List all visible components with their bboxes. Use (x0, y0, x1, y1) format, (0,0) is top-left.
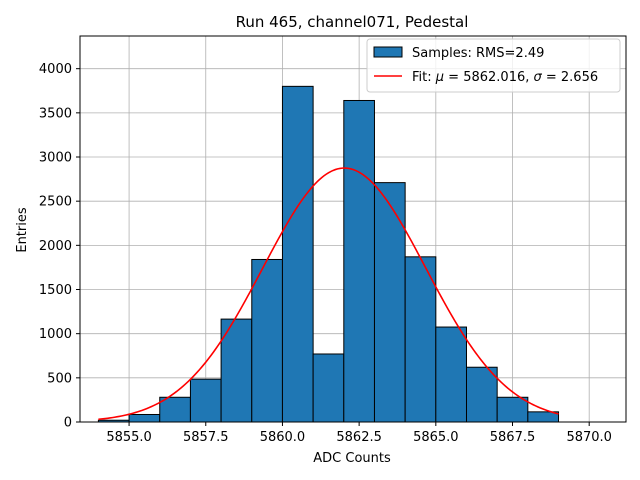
x-tick-label: 5870.0 (566, 430, 612, 445)
histogram-bar (159, 396, 191, 423)
histogram-bars (97, 85, 560, 423)
histogram-bar (312, 353, 345, 423)
x-tick-label: 5855.0 (106, 430, 152, 445)
legend-label-samples: Samples: RMS=2.49 (412, 46, 544, 61)
x-axis-label: ADC Counts (313, 451, 391, 466)
histogram-bar (128, 413, 161, 423)
histogram-bar (343, 99, 375, 423)
mu-symbol: μ (435, 70, 444, 85)
y-tick-label: 3500 (39, 106, 72, 121)
y-axis-ticks: 0 500 1000 1500 2000 2500 3000 3500 4000 (39, 62, 80, 431)
y-tick-label: 1000 (39, 327, 72, 342)
legend-frame (366, 38, 621, 93)
y-tick-label: 2000 (39, 239, 72, 254)
sigma-symbol: σ (534, 70, 543, 85)
y-tick-label: 3000 (39, 151, 72, 166)
histogram-bar (251, 258, 283, 423)
histogram-bar (281, 85, 314, 423)
mu-value: = 5862.016, (444, 70, 533, 85)
x-tick-label: 5867.5 (490, 430, 536, 445)
y-tick-label: 0 (64, 416, 72, 431)
histogram-bar (220, 318, 253, 423)
histogram-bar (465, 366, 498, 423)
x-tick-label: 5865.0 (413, 430, 459, 445)
x-tick-label: 5857.5 (183, 430, 229, 445)
histogram-bar (189, 378, 222, 423)
legend-swatch-samples (373, 46, 403, 58)
fit-prefix: Fit: (412, 70, 436, 85)
y-tick-label: 500 (47, 371, 72, 386)
y-tick-label: 4000 (39, 62, 72, 77)
y-axis-label: Entries (15, 207, 30, 253)
sigma-value: = 2.656 (542, 70, 598, 85)
legend: Samples: RMS=2.49 Fit: μ = 5862.016, σ =… (366, 38, 621, 93)
legend-label-fit: Fit: μ = 5862.016, σ = 2.656 (412, 70, 598, 85)
x-tick-label: 5862.5 (336, 430, 382, 445)
histogram-bar (404, 256, 437, 423)
fit-curve (98, 167, 559, 421)
histogram-bar (435, 326, 467, 423)
chart-title: Run 465, channel071, Pedestal (236, 13, 469, 31)
histogram-bar (373, 182, 406, 423)
x-axis-ticks: 5855.0 5857.5 5860.0 5862.5 5865.0 5867.5 5870… (106, 422, 612, 445)
plot-frame (79, 35, 627, 423)
y-tick-label: 2500 (39, 195, 72, 210)
histogram-bar (496, 396, 529, 423)
x-tick-label: 5860.0 (260, 430, 306, 445)
y-tick-label: 1500 (39, 283, 72, 298)
